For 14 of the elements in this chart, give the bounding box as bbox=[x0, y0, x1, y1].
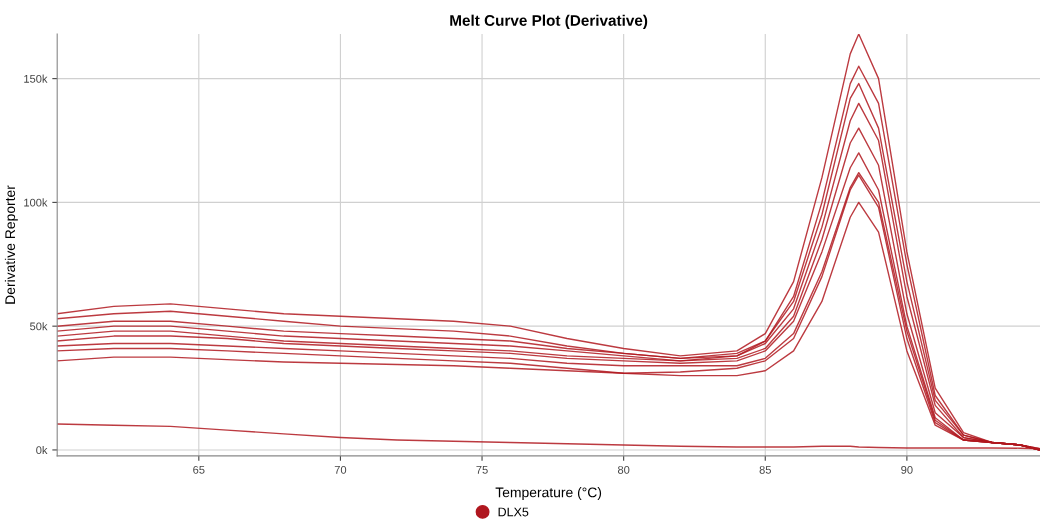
y-tick-label: 150k bbox=[24, 74, 48, 83]
x-axis-title: Temperature (°C) bbox=[495, 487, 602, 501]
x-tick-label: 65 bbox=[193, 465, 205, 474]
legend-label: DLX5 bbox=[498, 507, 529, 517]
x-tick-label: 70 bbox=[334, 465, 347, 474]
x-tick-label: 90 bbox=[901, 465, 913, 474]
x-tick-label: 80 bbox=[617, 465, 630, 474]
x-tick-label: 85 bbox=[759, 465, 771, 474]
chart-title: Melt Curve Plot (Derivative) bbox=[450, 14, 648, 29]
y-tick-label: 0k bbox=[36, 445, 48, 455]
x-tick-label: 75 bbox=[476, 466, 488, 474]
y-tick-label: 50k bbox=[30, 322, 48, 331]
y-tick-label: 100k bbox=[24, 198, 48, 207]
y-axis-title: Derivative Reporter bbox=[4, 185, 18, 304]
